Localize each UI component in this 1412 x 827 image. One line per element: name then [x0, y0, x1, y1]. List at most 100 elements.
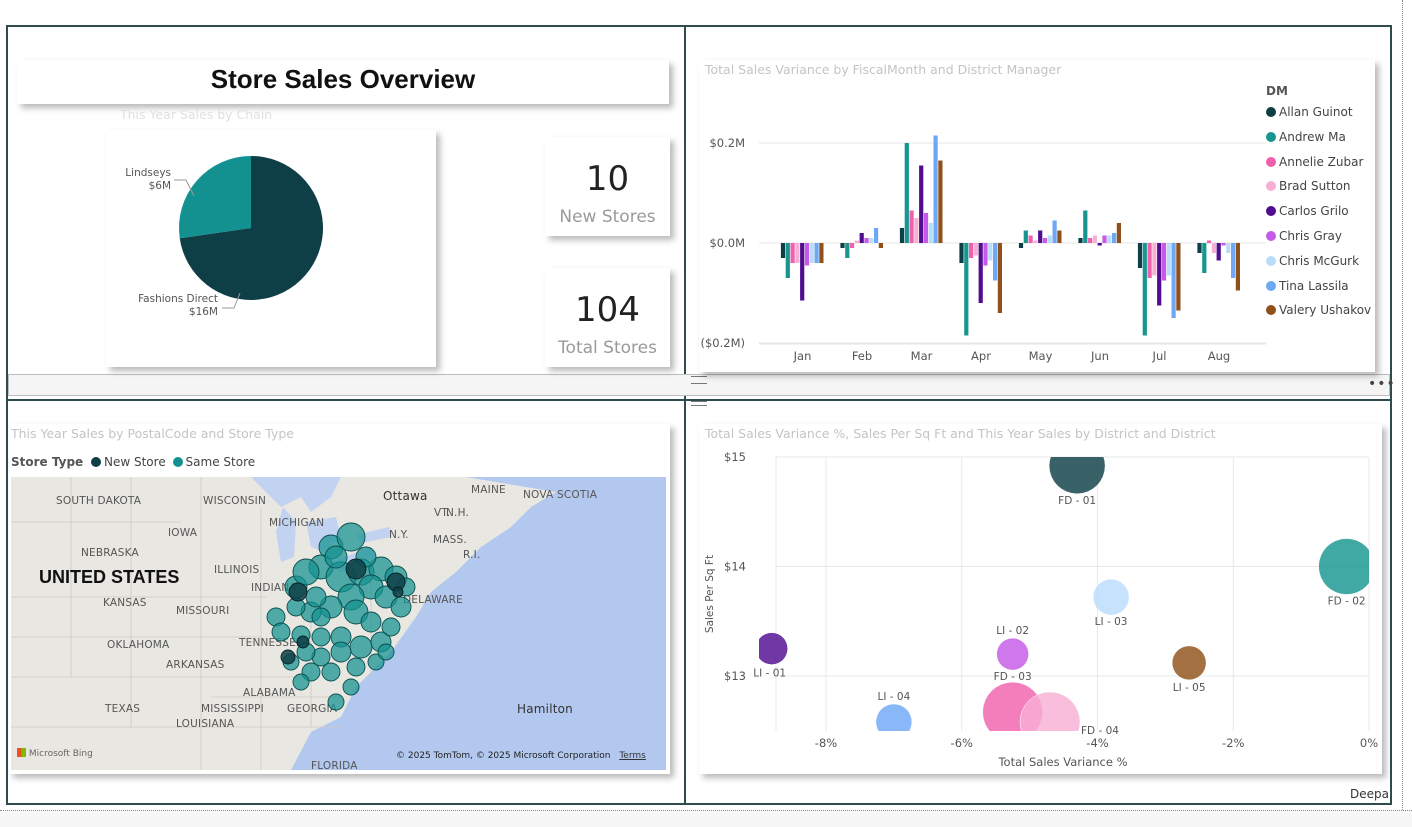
pie-slice-lindseys[interactable] — [179, 156, 251, 239]
bar-jan-chris-mcgurk[interactable] — [809, 243, 814, 263]
bar-may-chris-mcgurk[interactable] — [1047, 235, 1052, 244]
scatter-bubble-fd-04[interactable] — [1019, 691, 1081, 752]
bar-aug-chris-gray[interactable] — [1221, 243, 1226, 246]
bar-aug-brad-sutton[interactable] — [1211, 243, 1216, 253]
bar-may-brad-sutton[interactable] — [1033, 240, 1038, 244]
bar-jun-valery-ushakov[interactable] — [1116, 223, 1121, 243]
bar-legend-item[interactable]: Chris Gray — [1266, 229, 1342, 243]
bar-jan-chris-gray[interactable] — [804, 243, 810, 266]
bar-feb-chris-mcgurk[interactable] — [869, 238, 874, 243]
scatter-bubble-li-03[interactable] — [1092, 578, 1130, 616]
scatter-bubble-fd-01[interactable] — [1048, 438, 1106, 495]
scatter-bubble-li-02[interactable] — [996, 637, 1029, 671]
map-bubble-same-store[interactable] — [271, 622, 291, 642]
bar-apr-andrew-ma[interactable] — [964, 243, 969, 336]
bar-jun-brad-sutton[interactable] — [1092, 235, 1097, 244]
bar-feb-andrew-ma[interactable] — [845, 243, 850, 258]
bar-jul-chris-mcgurk[interactable] — [1166, 243, 1171, 276]
bar-feb-annelie-zubar[interactable] — [850, 243, 855, 248]
map-bubble-same-store[interactable] — [346, 657, 366, 677]
bar-card[interactable]: Total Sales Variance by FiscalMonth and … — [699, 60, 1375, 372]
bar-jan-andrew-ma[interactable] — [785, 243, 790, 278]
bar-jul-annelie-zubar[interactable] — [1147, 243, 1152, 278]
map-bubble-same-store[interactable] — [377, 643, 395, 661]
bar-chart[interactable]: $0.2M $0.0M ($0.2M) Jan Feb Mar Apr May Jun Jul Au… — [699, 60, 1375, 372]
bar-jun-carlos-grilo[interactable] — [1097, 243, 1102, 246]
bar-mar-brad-sutton[interactable] — [914, 218, 919, 243]
map-bubble-new-store[interactable] — [296, 635, 310, 649]
splitter-grip-lower-icon[interactable] — [691, 401, 707, 406]
bar-jun-annelie-zubar[interactable] — [1088, 238, 1093, 243]
bar-apr-chris-gray[interactable] — [983, 243, 988, 266]
pie-chart[interactable]: Fashions Direct$16M Lindseys$6M — [106, 130, 436, 367]
scatter-chart[interactable]: $15 $14 $13 -8% -6% -4% -2% 0% Total Sales Varia… — [699, 424, 1382, 774]
bar-feb-tina-lassila[interactable] — [874, 228, 879, 243]
map-bubble-new-store[interactable] — [288, 582, 308, 602]
bar-may-annelie-zubar[interactable] — [1028, 235, 1033, 244]
bar-may-valery-ushakov[interactable] — [1057, 230, 1062, 244]
bar-may-chris-gray[interactable] — [1042, 238, 1048, 243]
bar-jul-allan-guinot[interactable] — [1137, 243, 1143, 268]
bar-jan-annelie-zubar[interactable] — [790, 243, 795, 263]
bar-jul-chris-gray[interactable] — [1161, 243, 1167, 281]
bar-feb-carlos-grilo[interactable] — [859, 233, 864, 243]
map-bubble-new-store[interactable] — [392, 586, 404, 598]
bar-legend-item[interactable]: Carlos Grilo — [1266, 204, 1349, 218]
ellipsis-icon[interactable]: ••• — [1368, 376, 1396, 392]
splitter-bar[interactable] — [8, 374, 1390, 396]
scatter-bubble-li-04[interactable] — [875, 703, 913, 740]
bar-may-carlos-grilo[interactable] — [1038, 230, 1043, 244]
bar-mar-andrew-ma[interactable] — [904, 143, 909, 243]
map-bubble-same-store[interactable] — [381, 617, 401, 637]
bar-aug-annelie-zubar[interactable] — [1207, 240, 1212, 244]
bar-apr-carlos-grilo[interactable] — [978, 243, 983, 303]
bar-jul-brad-sutton[interactable] — [1152, 243, 1157, 276]
bar-mar-annelie-zubar[interactable] — [909, 210, 914, 244]
bar-jan-tina-lassila[interactable] — [814, 243, 819, 263]
bar-jul-andrew-ma[interactable] — [1142, 243, 1147, 336]
bar-legend-item[interactable]: Chris McGurk — [1266, 254, 1359, 268]
bar-legend-item[interactable]: Valery Ushakov — [1266, 303, 1371, 317]
map-bubble-same-store[interactable] — [305, 586, 327, 608]
bar-aug-allan-guinot[interactable] — [1197, 243, 1202, 253]
scatter-bubble-li-05[interactable] — [1171, 645, 1207, 681]
bar-legend-item[interactable]: Andrew Ma — [1266, 130, 1346, 144]
map-area[interactable]: SOUTH DAKOTA WISCONSIN MICHIGAN Ottawa MAINE… — [11, 477, 666, 770]
map-bubble-same-store[interactable] — [349, 635, 373, 659]
map-bubble-same-store[interactable] — [390, 596, 412, 618]
splitter-grip-icon[interactable] — [691, 376, 707, 384]
bar-jun-chris-mcgurk[interactable] — [1107, 235, 1112, 244]
map-bubble-same-store[interactable] — [330, 641, 352, 663]
map-terms-link[interactable]: Terms — [619, 751, 646, 761]
bar-jun-chris-gray[interactable] — [1102, 235, 1107, 244]
bar-jul-carlos-grilo[interactable] — [1157, 243, 1162, 306]
bar-aug-chris-mcgurk[interactable] — [1226, 243, 1231, 253]
bar-aug-andrew-ma[interactable] — [1202, 243, 1207, 273]
bar-aug-carlos-grilo[interactable] — [1216, 243, 1221, 261]
map-bubble-same-store[interactable] — [324, 545, 348, 569]
bar-legend-item[interactable]: Tina Lassila — [1266, 279, 1349, 293]
bar-apr-brad-sutton[interactable] — [973, 243, 978, 256]
bar-mar-valery-ushakov[interactable] — [938, 160, 943, 244]
bar-legend-item[interactable]: Brad Sutton — [1266, 179, 1351, 193]
bar-apr-valery-ushakov[interactable] — [997, 243, 1002, 313]
bar-jan-brad-sutton[interactable] — [795, 243, 800, 263]
map-bubbles[interactable] — [11, 477, 666, 770]
bar-legend-item[interactable]: Annelie Zubar — [1266, 155, 1363, 169]
bar-feb-valery-ushakov[interactable] — [878, 243, 883, 248]
scatter-bubble-fd-02[interactable] — [1318, 538, 1375, 595]
bar-apr-annelie-zubar[interactable] — [969, 243, 974, 258]
bar-mar-chris-gray[interactable] — [923, 213, 929, 243]
map-bubble-same-store[interactable] — [311, 627, 331, 647]
scatter-bubble-li-01[interactable] — [756, 632, 788, 665]
bar-may-allan-guinot[interactable] — [1018, 243, 1024, 248]
map-card[interactable]: This Year Sales by PostalCode and Store … — [9, 424, 670, 774]
map-bubble-same-store[interactable] — [321, 662, 341, 682]
bar-mar-tina-lassila[interactable] — [933, 135, 938, 244]
scatter-card[interactable]: Total Sales Variance %, Sales Per Sq Ft … — [699, 424, 1382, 774]
map-bubble-same-store[interactable] — [292, 673, 310, 691]
bar-aug-tina-lassila[interactable] — [1231, 243, 1236, 278]
bar-may-andrew-ma[interactable] — [1023, 230, 1028, 244]
bar-jun-andrew-ma[interactable] — [1083, 210, 1088, 244]
map-bubble-same-store[interactable] — [311, 607, 331, 627]
